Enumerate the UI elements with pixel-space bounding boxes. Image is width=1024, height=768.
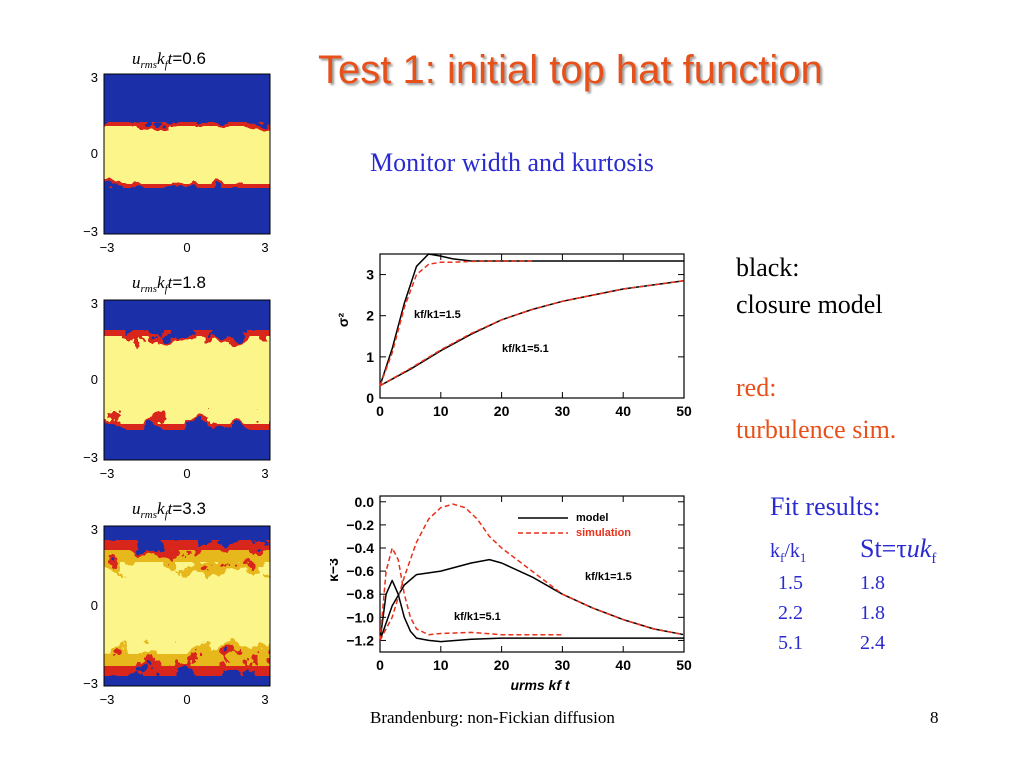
series-line-2 (379, 503, 685, 641)
y-axis-label: κ−3 (330, 558, 341, 582)
fit-row-2-col2: 1.8 (860, 602, 885, 624)
legend-model: model (576, 512, 608, 524)
tick-label: 3 (261, 466, 268, 481)
tick-label: 0 (91, 146, 98, 161)
tick-label: 3 (91, 522, 98, 537)
y-tick-label: −1.0 (346, 609, 374, 625)
y-tick-label: −0.2 (346, 517, 374, 533)
simulation-panels: urmskft=0.6 3 0 −3 −3 0 3 urmskft=1.8 3 … (83, 49, 271, 707)
tick-label: −3 (100, 240, 115, 255)
y-axis-label: σ² (335, 313, 351, 328)
tick-label: −3 (83, 224, 98, 239)
slide-subtitle: Monitor width and kurtosis (370, 148, 654, 177)
tick-label: 3 (91, 70, 98, 85)
y-tick-label: −0.8 (346, 586, 374, 602)
legend-red-label: red: (736, 373, 777, 402)
footer-text: Brandenburg: non-Fickian diffusion (370, 708, 615, 727)
fit-row-2-col1: 2.2 (778, 602, 803, 624)
tick-label: 0 (183, 692, 190, 707)
tick-label: 0 (91, 598, 98, 613)
x-tick-label: 30 (555, 403, 571, 419)
tick-label: −3 (83, 450, 98, 465)
fit-col2-header: St=τukf (860, 534, 937, 568)
fit-row-1-col2: 1.8 (860, 572, 885, 594)
annotation-kf-1-5: kf/k1=1.5 (585, 571, 632, 583)
x-axis-label: urms kf t (510, 677, 570, 693)
series-line-2 (379, 260, 532, 386)
y-tick-label: −0.6 (346, 563, 374, 579)
fit-col1-header: kf/k1 (770, 540, 807, 565)
plot-frame (379, 253, 685, 399)
x-tick-label: 10 (433, 657, 449, 673)
legend-red-desc: turbulence sim. (736, 415, 897, 444)
panel-3: urmskft=3.3 3 0 −3 −3 0 3 (83, 499, 271, 707)
y-tick-label: −1.2 (346, 632, 374, 648)
x-tick-label: 50 (676, 403, 692, 419)
x-tick-label: 30 (555, 657, 571, 673)
panel-2-title: urmskft=1.8 (132, 273, 206, 295)
tick-label: −3 (100, 466, 115, 481)
tick-label: −3 (83, 676, 98, 691)
y-tick-label: −0.4 (346, 540, 374, 556)
x-tick-label: 50 (676, 657, 692, 673)
tick-label: 3 (261, 240, 268, 255)
y-tick-label: 2 (366, 308, 374, 324)
series-line-3 (379, 579, 684, 643)
panel-1: urmskft=0.6 3 0 −3 −3 0 3 (83, 49, 271, 255)
plot-frame (379, 495, 685, 653)
annotation-kf-1-5: kf/k1=1.5 (414, 309, 461, 321)
slide-title: Test 1: initial top hat function (318, 48, 823, 92)
y-tick-label: 3 (366, 267, 374, 283)
legend-black-label: black: (736, 253, 800, 282)
annotation-kf-5-1: kf/k1=5.1 (502, 343, 549, 355)
y-tick-label: 0 (366, 390, 374, 406)
tick-label: 3 (261, 692, 268, 707)
series-line-4 (379, 279, 685, 387)
legend-black-desc: closure model (736, 290, 883, 319)
kurtosis-chart: 0 10 20 30 40 50 0.0 −0.2 −0.4 −0.6 −0.8 −1.0 −1.2 κ… (330, 494, 692, 693)
tick-label: 0 (183, 240, 190, 255)
series-line-4 (379, 547, 563, 641)
y-tick-label: 1 (366, 349, 374, 365)
y-tick-label: 0.0 (355, 494, 375, 510)
fit-row-3-col1: 5.1 (778, 632, 803, 654)
annotation-kf-5-1: kf/k1=5.1 (454, 611, 501, 623)
x-tick-label: 0 (376, 657, 384, 673)
series-line-1 (379, 253, 684, 386)
fit-heading: Fit results: (770, 492, 881, 521)
tick-label: 0 (91, 372, 98, 387)
x-tick-label: 10 (433, 403, 449, 419)
fit-row-1-col1: 1.5 (778, 572, 803, 594)
width-chart: 0 10 20 30 40 50 0 1 2 3 σ² kf/k1=1.5 kf/k1=5.1 (335, 253, 692, 419)
x-tick-label: 20 (494, 657, 510, 673)
x-tick-label: 40 (615, 657, 631, 673)
legend-simulation: simulation (576, 527, 631, 539)
fit-row-3-col2: 2.4 (860, 632, 885, 654)
panel-1-title: urmskft=0.6 (132, 49, 206, 71)
x-tick-label: 0 (376, 403, 384, 419)
tick-label: 0 (183, 466, 190, 481)
tick-label: 3 (91, 296, 98, 311)
page-number: 8 (930, 708, 939, 727)
panel-2: urmskft=1.8 3 0 −3 −3 0 3 (83, 273, 271, 481)
x-tick-label: 40 (615, 403, 631, 419)
panel-3-title: urmskft=3.3 (132, 499, 206, 521)
series-line-3 (379, 279, 685, 387)
tick-label: −3 (100, 692, 115, 707)
x-tick-label: 20 (494, 403, 510, 419)
